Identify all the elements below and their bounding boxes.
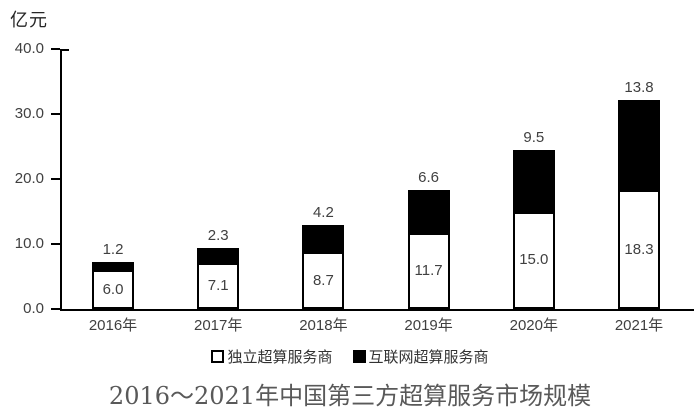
bar-segment-internet — [407, 190, 450, 233]
bar-value-label-inside: 8.7 — [312, 271, 334, 289]
bar-value-label-inside: 18.3 — [624, 240, 654, 258]
bar-value-label-inside: 15.0 — [519, 251, 549, 269]
legend: 独立超算服务商 互联网超算服务商 — [0, 345, 700, 367]
x-tick-label: 2021年 — [614, 317, 664, 334]
bar-segment-internet — [512, 149, 555, 212]
bar-value-label-above: 2.3 — [207, 226, 229, 244]
x-tick-label: 2020年 — [509, 317, 558, 334]
bar-segment-independent — [302, 252, 345, 309]
y-tick-label: 40.0 — [14, 40, 44, 57]
y-tick-mark — [51, 48, 60, 50]
y-tick-mark — [51, 178, 60, 180]
bar-value-label-above: 9.5 — [523, 128, 545, 146]
bar-segment-independent — [92, 270, 134, 309]
legend-item: 互联网超算服务商 — [352, 346, 489, 367]
bar-segment-independent — [618, 190, 660, 309]
legend-marker-filled-square — [352, 349, 366, 363]
y-tick-label: 30.0 — [14, 105, 44, 122]
bar-segment-independent — [197, 262, 240, 309]
bar-segment-internet — [618, 100, 660, 191]
x-tick-label: 2018年 — [299, 317, 348, 334]
legend-item-label: 互联网超算服务商 — [368, 348, 489, 366]
y-axis-top-tick — [62, 49, 69, 51]
bar-value-label-inside: 7.1 — [207, 276, 229, 294]
bar-value-label-inside: 11.7 — [414, 261, 443, 279]
y-tick-mark — [51, 113, 60, 115]
y-tick-label: 20.0 — [14, 170, 44, 187]
bar-segment-internet — [92, 262, 134, 270]
legend-marker-open-square — [211, 349, 225, 363]
bar-segment-independent — [407, 232, 450, 309]
legend-item-label: 独立超算服务商 — [227, 348, 333, 366]
x-tick-label: 2019年 — [404, 317, 453, 334]
y-tick-label: 0.0 — [23, 300, 44, 317]
y-tick-mark — [51, 308, 60, 310]
bar-value-label-inside: 6.0 — [102, 280, 124, 298]
y-tick-mark — [51, 243, 60, 245]
chart-title: 2016～2021年中国第三方超算服务市场规模 — [108, 382, 592, 410]
x-tick-label: 2016年 — [88, 317, 138, 334]
plot-area: 0.0 10.0 20.0 30.0 40.0 6.0 1.2 2016年 7.1 2.3 2017… — [15, 40, 694, 334]
bar-segment-internet — [197, 247, 240, 263]
legend-item: 独立超算服务商 — [211, 346, 333, 367]
x-tick-label: 2017年 — [194, 317, 243, 334]
bar-segment-internet — [302, 225, 345, 253]
bar-value-label-above: 13.8 — [624, 79, 654, 97]
y-axis-unit-label: 亿元 — [10, 10, 48, 30]
bar-value-label-above: 4.2 — [312, 204, 334, 222]
bar-value-label-above: 6.6 — [418, 169, 440, 187]
y-tick-label: 10.0 — [14, 235, 44, 252]
bar-segment-independent — [512, 211, 555, 309]
bar-value-label-above: 1.2 — [102, 241, 124, 259]
